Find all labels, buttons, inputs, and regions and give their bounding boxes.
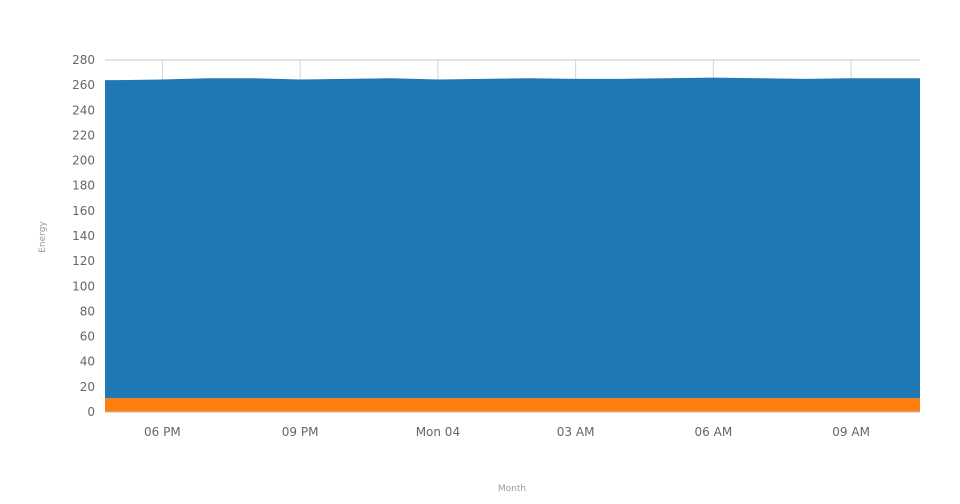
y-tick-label: 80 <box>80 304 95 318</box>
y-tick-label: 280 <box>72 53 95 67</box>
x-tick-label: 06 AM <box>695 425 733 439</box>
x-tick-label: 09 PM <box>282 425 319 439</box>
y-tick-label: 60 <box>80 330 95 344</box>
areas <box>105 77 920 413</box>
x-axis: 06 PM 09 PM Mon 04 03 AM 06 AM 09 AM <box>144 425 870 439</box>
y-tick-label: 180 <box>72 179 95 193</box>
x-tick-label: 03 AM <box>557 425 595 439</box>
y-tick-label: 20 <box>80 380 95 394</box>
y-tick-label: 120 <box>72 254 95 268</box>
y-tick-label: 0 <box>87 405 95 419</box>
x-tick-label: 09 AM <box>832 425 870 439</box>
y-tick-label: 40 <box>80 355 95 369</box>
y-tick-label: 260 <box>72 78 95 92</box>
area-series-1 <box>105 398 920 412</box>
y-axis-label: Energy <box>38 221 48 253</box>
y-tick-label: 200 <box>72 154 95 168</box>
y-axis: 0 20 40 60 80 100 120 140 160 180 200 220 240 260 280 <box>72 53 95 419</box>
y-tick-label: 100 <box>72 279 95 293</box>
x-axis-label: Month <box>498 484 526 494</box>
y-tick-label: 160 <box>72 204 95 218</box>
y-tick-label: 220 <box>72 128 95 142</box>
x-tick-label: Mon 04 <box>416 425 460 439</box>
y-tick-label: 240 <box>72 103 95 117</box>
area-series-2 <box>105 77 920 399</box>
y-tick-label: 140 <box>72 229 95 243</box>
x-tick-label: 06 PM <box>144 425 181 439</box>
